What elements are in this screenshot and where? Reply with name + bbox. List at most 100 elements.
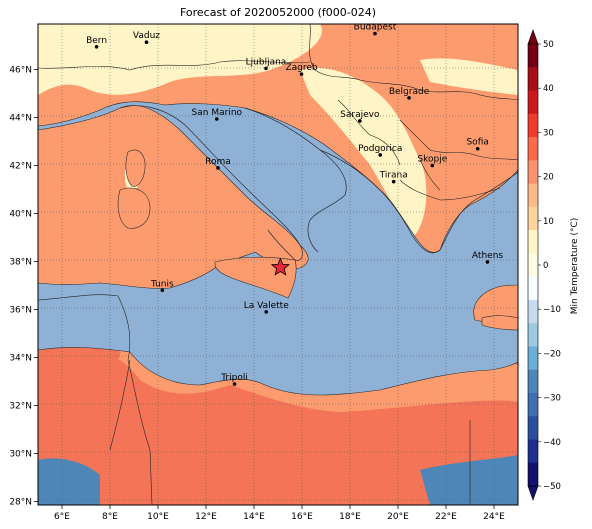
city-label: Budapest [354, 23, 397, 33]
colorbar-swatch [528, 44, 538, 68]
city-dot [232, 382, 237, 386]
y-tick-label: 34°N [9, 353, 32, 363]
city-dot [160, 288, 165, 293]
cool-zone-carpathian [420, 58, 518, 95]
cool-zone-alps [38, 24, 322, 95]
city-dot [391, 179, 396, 184]
crete-island [481, 315, 518, 331]
x-tick-label: 6°E [54, 512, 70, 522]
colorbar-tick-label: 50 [543, 40, 554, 50]
y-tick-label: 36°N [9, 305, 32, 315]
colorbar-swatch [528, 323, 538, 347]
colorbar: 50 40 30 20 10 0 −10 −20 −30 −40 −50 [527, 29, 561, 501]
colorbar-swatch [528, 299, 538, 324]
x-tick-label: 10°E [147, 512, 169, 522]
x-tick-label: 8°E [102, 512, 118, 522]
y-tick-label: 32°N [9, 401, 32, 411]
colorbar-swatch [528, 369, 538, 394]
colorbar-bottom-arrow [527, 485, 539, 501]
colorbar-swatch [528, 416, 538, 440]
x-tick-label: 14°E [243, 512, 265, 522]
x-axis: 6°E 8°E 10°E 12°E 14°E 16°E 18°E 20°E 22°E 24°E [54, 505, 505, 522]
city-dot [407, 96, 411, 100]
star-marker [270, 257, 291, 276]
city-label: Tunis [150, 279, 174, 289]
city-label: Sarajevo [340, 110, 380, 120]
city-dot [485, 260, 490, 264]
y-tick-label: 40°N [9, 210, 32, 220]
colorbar-tick-label: 30 [543, 128, 554, 138]
city-dot [94, 44, 99, 49]
colorbar-tick-label: 40 [543, 84, 554, 94]
city-dot [299, 72, 304, 76]
colorbar-tick-label: 10 [543, 217, 554, 227]
city-label: Sofia [466, 138, 488, 148]
city-dot [215, 117, 219, 121]
colorbar-swatch [528, 439, 538, 464]
map-title: Forecast of 2020052000 (f000-024) [179, 6, 377, 19]
city-label: Tirana [379, 171, 408, 181]
city-dot [475, 146, 480, 151]
colorbar-swatch [528, 346, 538, 371]
city-label: La Valette [244, 301, 289, 311]
colorbar-tick-label: −30 [543, 394, 561, 404]
city-dot [144, 40, 149, 45]
colorbar-tick-label: −10 [543, 305, 561, 315]
x-tick-label: 24°E [483, 512, 505, 522]
city-dot [264, 66, 268, 71]
y-tick-label: 46°N [9, 66, 32, 76]
marker-layer [270, 257, 291, 276]
cold-zone-southeast [420, 455, 518, 505]
sardinia-island [117, 187, 151, 229]
city-label: Tripoli [220, 373, 248, 383]
y-tick-label: 42°N [9, 162, 32, 172]
country-borders [38, 24, 518, 505]
colorbar-swatch [528, 462, 538, 487]
x-tick-label: 20°E [387, 512, 409, 522]
colorbar-swatch [528, 253, 538, 278]
city-dot [373, 31, 377, 36]
city-label: Athens [472, 251, 503, 261]
map-frame [37, 23, 519, 506]
colorbar-top-arrow [527, 29, 539, 45]
colorbar-swatch [528, 276, 538, 301]
city-label: Skopje [417, 155, 447, 165]
colorbar-tick-label: 0 [543, 261, 548, 271]
italy-coast [119, 105, 347, 261]
colorbar-tick-label: 20 [543, 173, 554, 183]
balkan-coast [319, 149, 518, 254]
city-dot [358, 119, 362, 123]
colorbar-swatch [528, 206, 538, 231]
y-tick-label: 30°N [9, 449, 32, 459]
city-dot [264, 310, 269, 314]
cool-zone-balkans [300, 67, 427, 236]
colorbar-swatch [528, 183, 538, 208]
city-label: Bern [86, 36, 107, 46]
cold-zone-south [38, 458, 100, 505]
x-tick-label: 18°E [339, 512, 361, 522]
city-label: Belgrade [389, 87, 430, 97]
city-label: Ljubljana [246, 57, 287, 67]
colorbar-swatch [528, 160, 538, 185]
city-label: Roma [205, 157, 231, 167]
corsica-island [125, 149, 146, 187]
city-dot [216, 166, 220, 170]
colorbar-label: Min Temperature (°C) [570, 218, 580, 315]
city-label: Podgorica [358, 144, 402, 154]
y-tick-label: 38°N [9, 258, 32, 268]
y-tick-label: 44°N [9, 114, 32, 124]
y-axis: 46°N 44°N 42°N 40°N 38°N 36°N 34°N 32°N 30°N 28°N [9, 66, 38, 507]
x-tick-label: 16°E [291, 512, 313, 522]
graticule [38, 24, 518, 505]
x-tick-label: 12°E [195, 512, 217, 522]
colorbar-swatch [528, 90, 538, 115]
colorbar-swatch [528, 392, 538, 417]
colorbar-tick-label: −50 [543, 482, 561, 492]
colorbar-swatch [528, 67, 538, 92]
city-dot [378, 153, 383, 157]
city-dot [430, 163, 435, 168]
x-tick-label: 22°E [435, 512, 457, 522]
